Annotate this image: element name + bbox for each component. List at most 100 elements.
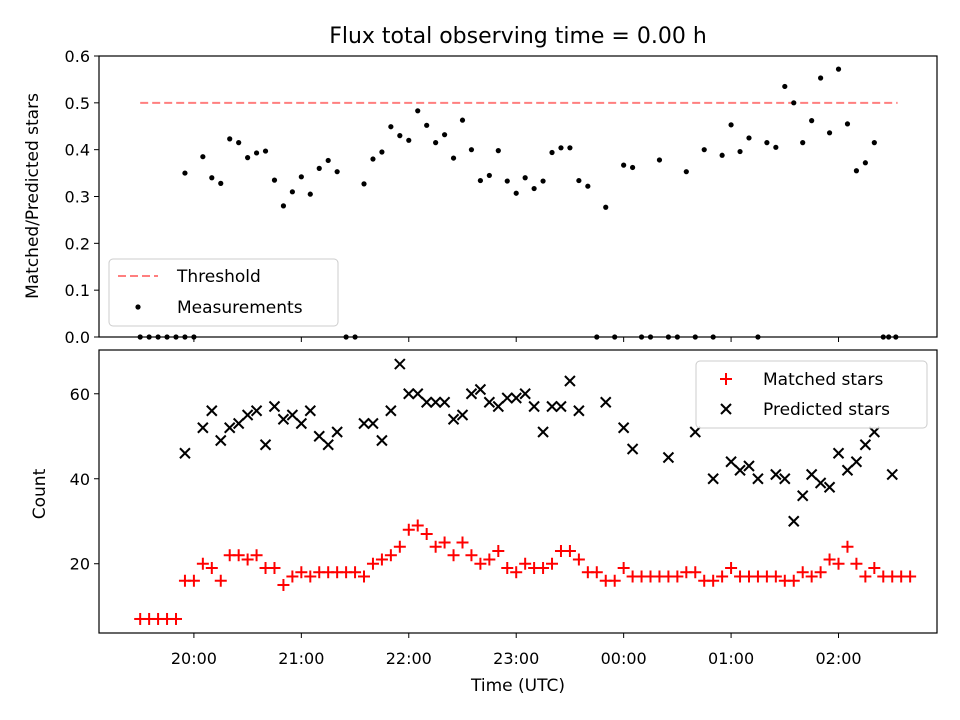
bottom-plot-frame — [98, 349, 938, 634]
predicted-stars-point — [743, 460, 755, 472]
matched-stars-point — [393, 540, 406, 553]
measurement-point — [459, 117, 466, 123]
chart-title: Flux total observing time = 0.00 h — [329, 24, 707, 49]
top-legend-box — [108, 258, 339, 327]
matched-stars-point — [904, 570, 917, 583]
predicted-stars-point — [725, 456, 737, 468]
legend-matched-swatch — [720, 373, 732, 385]
measurement-point — [844, 121, 851, 127]
measurement-point — [773, 144, 779, 150]
measurement-point — [576, 177, 582, 184]
predicted-stars-point — [358, 417, 370, 430]
measurement-point — [764, 140, 770, 146]
matched-stars-point — [510, 566, 523, 579]
predicted-stars-point — [626, 443, 639, 455]
predicted-stars-point — [868, 426, 881, 438]
predicted-stars-point — [528, 400, 540, 413]
top-ytick-label: 0.1 — [65, 281, 90, 300]
bottom-xtick-label: 21:00 — [278, 649, 324, 668]
predicted-stars-point — [420, 396, 433, 408]
matched-stars-point — [707, 574, 720, 587]
predicted-stars-point — [331, 426, 343, 438]
measurement-point — [826, 130, 833, 136]
bottom-ytick-label: 40 — [70, 470, 90, 489]
measurement-point — [253, 150, 260, 156]
legend-measurements-swatch — [135, 304, 141, 310]
matched-stars-point — [420, 527, 433, 540]
matched-stars-point — [465, 549, 478, 562]
matched-stars-point — [859, 570, 872, 583]
matched-stars-point — [572, 553, 585, 566]
matched-stars-point — [456, 536, 469, 549]
predicted-stars-point — [286, 409, 299, 421]
measurement-point — [227, 136, 233, 142]
matched-stars-point — [447, 549, 460, 562]
matched-stars-point — [214, 574, 227, 587]
measurement-point — [683, 169, 689, 175]
measurement-point — [361, 181, 367, 187]
measurement-point — [621, 162, 627, 168]
matched-stars-point — [402, 523, 415, 536]
measurement-point — [334, 169, 340, 175]
matched-stars-point — [241, 553, 254, 566]
matched-stars-point — [232, 549, 245, 562]
measurement-point — [782, 83, 788, 90]
predicted-stars-point — [224, 422, 236, 434]
predicted-stars-point — [465, 388, 478, 400]
measurement-point — [433, 140, 439, 146]
measurement-point — [406, 137, 412, 143]
top-ytick-label: 0.6 — [65, 47, 90, 66]
measurement-point — [245, 155, 251, 161]
bottom-xtick-label: 22:00 — [386, 649, 432, 668]
measurement-point — [531, 185, 537, 192]
measurement-point — [835, 66, 842, 72]
top-ytick-label: 0.2 — [65, 234, 90, 253]
predicted-stars-point — [206, 405, 218, 417]
matched-stars-point — [429, 540, 442, 553]
measurement-point — [791, 100, 797, 106]
predicted-stars-point — [823, 481, 836, 493]
bottom-y-axis-label: Count — [30, 468, 50, 519]
matched-stars-point — [474, 557, 487, 570]
bottom-xtick-label: 02:00 — [815, 649, 861, 668]
matched-stars-point — [492, 544, 505, 557]
bottom-xtick-label: 00:00 — [601, 649, 647, 668]
matched-stars-point — [375, 553, 388, 566]
matched-stars-point — [608, 574, 621, 587]
predicted-stars-point — [859, 439, 872, 451]
legend-measurements-label: Measurements — [177, 298, 303, 318]
measurement-point — [298, 174, 304, 180]
measurement-point — [522, 175, 528, 181]
predicted-stars-point — [770, 468, 782, 481]
predicted-stars-point — [376, 434, 388, 447]
measurement-point — [486, 172, 492, 179]
predicted-stars-point — [295, 417, 308, 430]
matched-stars-point — [725, 561, 738, 574]
matched-stars-point — [349, 566, 362, 579]
predicted-stars-point — [537, 426, 549, 438]
top-ytick-label: 0.3 — [65, 188, 90, 207]
matched-stars-point — [841, 540, 854, 553]
measurement-point — [280, 203, 287, 209]
matched-stars-point — [483, 553, 496, 566]
matched-stars-point — [617, 561, 630, 574]
measurement-point — [218, 180, 224, 186]
matched-stars-point — [268, 561, 281, 574]
predicted-stars-point — [689, 426, 701, 438]
predicted-stars-point — [304, 405, 316, 417]
bottom-ytick-label: 20 — [70, 555, 90, 574]
measurement-point — [800, 140, 806, 146]
matched-stars-point — [590, 566, 603, 579]
measurement-point — [415, 108, 421, 114]
predicted-stars-point — [456, 409, 469, 421]
predicted-stars-point — [555, 400, 567, 413]
predicted-stars-point — [412, 388, 424, 400]
measurement-point — [307, 191, 313, 197]
matched-stars-point — [295, 566, 308, 579]
predicted-stars-point — [814, 477, 827, 489]
matched-stars-point — [187, 574, 200, 587]
predicted-stars-point — [752, 473, 764, 485]
measurement-point — [209, 175, 215, 181]
measurement-point — [236, 140, 242, 146]
measurement-point — [737, 148, 743, 155]
